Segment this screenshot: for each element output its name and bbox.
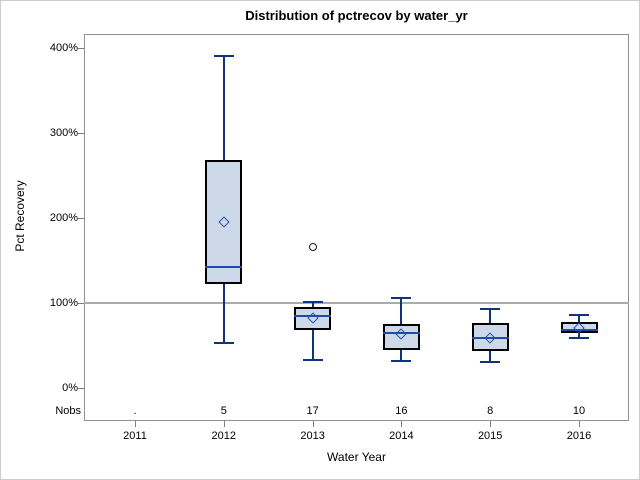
chart-title: Distribution of pctrecov by water_yr bbox=[245, 8, 468, 23]
nobs-value: 10 bbox=[572, 405, 586, 417]
whisker-cap-top bbox=[391, 296, 412, 299]
nobs-value: . bbox=[133, 405, 137, 417]
x-tick-mark bbox=[312, 421, 314, 427]
x-tick-mark bbox=[579, 421, 580, 427]
whisker-cap-top bbox=[569, 313, 589, 316]
y-tick-label: 100% bbox=[49, 296, 78, 309]
box-iqr-2016 bbox=[560, 322, 598, 334]
y-tick-mark bbox=[78, 47, 84, 49]
x-tick-label: 2014 bbox=[389, 430, 414, 442]
x-tick-label: 2016 bbox=[566, 430, 592, 442]
y-tick-mark bbox=[78, 387, 84, 389]
y-tick-label: 0% bbox=[62, 381, 78, 394]
whisker-cap-bottom bbox=[213, 341, 234, 344]
x-tick-label: 2015 bbox=[477, 430, 503, 442]
median-line bbox=[382, 331, 420, 334]
x-axis-label: Water Year bbox=[327, 450, 386, 464]
whisker-cap-top bbox=[213, 55, 234, 58]
y-tick-mark bbox=[78, 217, 84, 219]
y-tick-mark bbox=[78, 132, 84, 134]
y-axis-label-text: Pct Recovery bbox=[13, 180, 27, 252]
nobs-value: 8 bbox=[487, 405, 494, 417]
reference-line-100pct bbox=[84, 301, 629, 304]
y-tick-label: 200% bbox=[49, 211, 78, 224]
box-iqr-2012 bbox=[205, 159, 243, 285]
box-iqr-2013 bbox=[294, 307, 332, 330]
nobs-row-label: Nobs bbox=[55, 405, 81, 417]
box-iqr-2014 bbox=[382, 324, 420, 350]
whisker-stem bbox=[311, 301, 314, 360]
plot-area bbox=[84, 34, 629, 421]
whisker-cap-bottom bbox=[569, 337, 589, 340]
y-tick-label: 400% bbox=[49, 41, 78, 54]
nobs-value: 17 bbox=[306, 405, 319, 417]
x-tick-mark bbox=[490, 421, 492, 427]
nobs-value: 16 bbox=[395, 405, 408, 417]
median-line bbox=[560, 328, 598, 331]
x-tick-label: 2013 bbox=[300, 430, 325, 442]
nobs-value: 5 bbox=[220, 405, 227, 417]
whisker-cap-bottom bbox=[391, 360, 412, 363]
y-tick-label: 300% bbox=[49, 126, 78, 139]
whisker-cap-bottom bbox=[480, 361, 501, 364]
x-tick-mark bbox=[135, 421, 136, 427]
x-tick-mark bbox=[401, 421, 403, 427]
median-line bbox=[471, 336, 509, 339]
plot-frame bbox=[84, 34, 629, 421]
whisker-cap-top bbox=[480, 307, 501, 310]
outlier-point bbox=[308, 242, 317, 251]
whisker-cap-bottom bbox=[302, 358, 323, 361]
whisker-cap-top bbox=[302, 300, 323, 303]
x-tick-mark bbox=[223, 421, 225, 427]
median-line bbox=[294, 314, 332, 317]
x-tick-label: 2012 bbox=[211, 430, 237, 442]
y-tick-mark bbox=[78, 302, 84, 304]
x-tick-label: 2011 bbox=[123, 430, 147, 442]
median-line bbox=[205, 266, 243, 269]
